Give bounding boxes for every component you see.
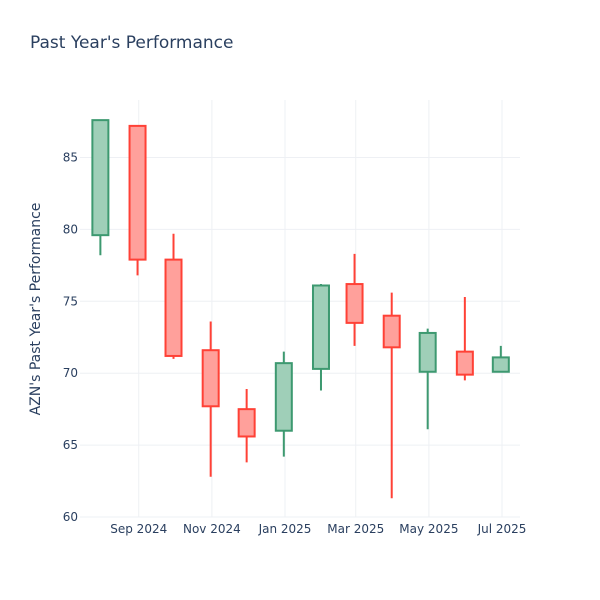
candle-decreasing [345, 253, 364, 346]
candle-body [274, 362, 293, 432]
candle-decreasing [382, 292, 401, 499]
y-tick-label: 85 [63, 151, 78, 165]
x-tick-label: Jul 2025 [477, 522, 527, 536]
candle-decreasing [237, 389, 256, 463]
candle-increasing [91, 119, 110, 256]
candle-decreasing [128, 124, 147, 276]
candle-body [311, 284, 330, 370]
chart-title: Past Year's Performance [30, 33, 234, 53]
candle-body [164, 258, 183, 357]
y-tick-label: 70 [63, 366, 78, 380]
x-tick-label: Jan 2025 [258, 522, 312, 536]
y-axis-title: AZN's Past Year's Performance [28, 203, 44, 416]
x-tick-label: Sep 2024 [110, 522, 167, 536]
candle-increasing [418, 328, 437, 430]
candle-increasing [274, 351, 293, 457]
y-tick-label: 80 [63, 222, 78, 236]
x-tick-label: May 2025 [399, 522, 458, 536]
candle-body [237, 408, 256, 438]
candle-decreasing [164, 233, 183, 359]
candle-increasing [491, 345, 510, 373]
x-tick-label: Nov 2024 [183, 522, 241, 536]
y-tick-label: 65 [63, 438, 78, 452]
candle-decreasing [455, 296, 474, 381]
y-tick-label: 60 [63, 510, 78, 524]
candle-body [128, 124, 147, 261]
candle-body [91, 119, 110, 237]
candle-decreasing [201, 321, 220, 477]
candles [91, 119, 510, 499]
y-tick-label: 75 [63, 294, 78, 308]
y-axis-ticks: 60 65 70 75 80 85 [63, 151, 78, 524]
x-tick-label: Mar 2025 [327, 522, 384, 536]
candle-increasing [311, 284, 330, 391]
candle-body [201, 349, 220, 408]
candle-body [382, 314, 401, 349]
candle-body [491, 356, 510, 373]
candle-body [455, 350, 474, 376]
candle-body [345, 283, 364, 324]
x-axis-ticks: Sep 2024 Nov 2024 Jan 2025 Mar 2025 May 2025… [110, 522, 526, 536]
candle-body [418, 331, 437, 373]
